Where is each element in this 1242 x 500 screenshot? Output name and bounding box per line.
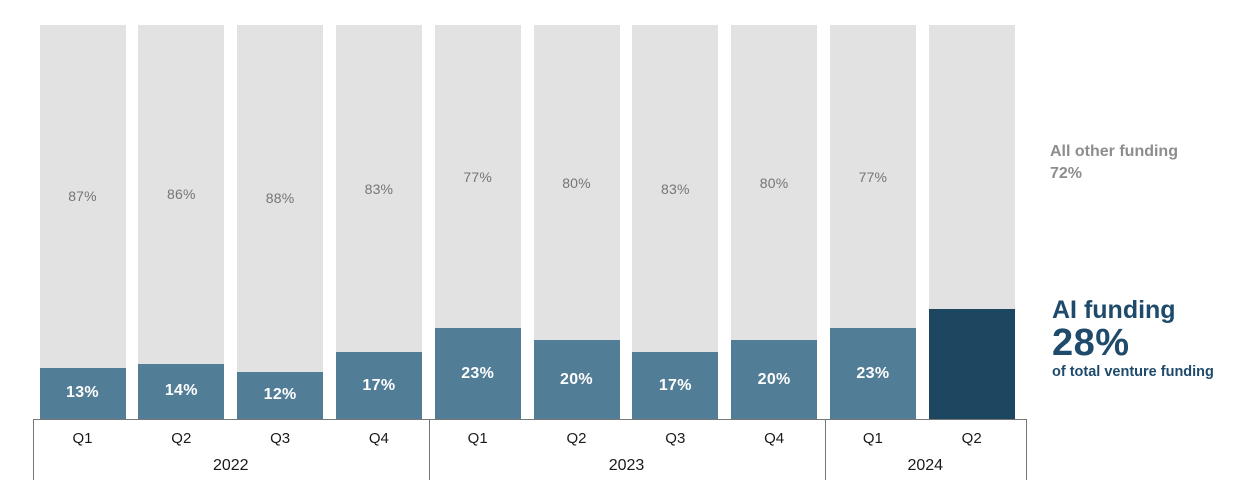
ai-value-label: 12% xyxy=(263,386,297,404)
year-label: 2022 xyxy=(212,457,249,474)
annotation-ai-funding: AI funding 28% of total venture funding xyxy=(1052,296,1214,381)
bar-column: 80% 20% xyxy=(533,25,620,419)
bar-column: 77% 23% xyxy=(434,25,521,419)
ai-funding-segment: 20% xyxy=(731,340,818,419)
year-label: 2024 xyxy=(907,457,944,474)
ai-funding-segment: 23% xyxy=(434,328,521,419)
ai-value-label: 14% xyxy=(164,382,198,400)
annotation-all-other-funding-title: All other funding xyxy=(1050,143,1178,160)
year-label: 2023 xyxy=(608,457,645,474)
quarter-label: Q3 xyxy=(665,430,686,447)
other-value-label: 77% xyxy=(858,168,888,185)
axis-baseline xyxy=(33,419,1026,420)
ai-funding-segment: 17% xyxy=(335,352,422,419)
quarter-label: Q2 xyxy=(171,430,192,447)
ai-value-label: 20% xyxy=(757,370,791,388)
bar-column: 80% 20% xyxy=(731,25,818,419)
axis-tick-line xyxy=(428,419,430,480)
quarter-label: Q1 xyxy=(72,430,93,447)
other-value-label: 80% xyxy=(759,174,789,191)
other-funding-segment xyxy=(928,25,1015,309)
ai-funding-segment: 12% xyxy=(237,371,324,419)
ai-value-label: 23% xyxy=(461,364,495,382)
other-funding-segment: 83% xyxy=(632,25,719,353)
quarter-label: Q4 xyxy=(764,430,785,447)
ai-funding-segment xyxy=(928,308,1015,419)
ai-funding-segment: 17% xyxy=(632,352,719,419)
other-value-label: 87% xyxy=(68,188,97,205)
bar-column: 86% 14% xyxy=(138,25,225,419)
other-funding-segment: 80% xyxy=(533,25,620,341)
other-value-label: 80% xyxy=(562,174,591,191)
ai-funding-segment: 23% xyxy=(829,328,916,419)
annotation-all-other-funding: All other funding 72% xyxy=(1050,141,1178,185)
other-funding-segment: 77% xyxy=(829,25,916,329)
annotation-ai-funding-value: 28% xyxy=(1052,322,1130,364)
other-value-label: 77% xyxy=(463,168,492,185)
quarter-label: Q1 xyxy=(862,430,883,447)
other-value-label: 86% xyxy=(166,186,196,203)
annotation-ai-funding-subtitle: of total venture funding xyxy=(1052,364,1214,380)
quarter-label: Q4 xyxy=(368,430,389,447)
ai-funding-segment: 14% xyxy=(138,363,225,419)
ai-value-label: 23% xyxy=(856,364,890,382)
ai-value-label: 13% xyxy=(66,384,99,402)
quarter-label: Q2 xyxy=(566,430,587,447)
other-value-label: 83% xyxy=(660,180,690,197)
bar-column: 83% 17% xyxy=(335,25,422,419)
quarter-label: Q1 xyxy=(467,430,488,447)
other-value-label: 88% xyxy=(265,190,295,207)
other-funding-segment: 87% xyxy=(39,25,126,368)
bar-column: 77% 23% xyxy=(829,25,916,419)
other-funding-segment: 77% xyxy=(434,25,521,329)
ai-value-label: 17% xyxy=(362,376,396,394)
other-funding-segment: 86% xyxy=(138,25,225,364)
ai-funding-segment: 13% xyxy=(39,367,126,419)
annotation-all-other-funding-value: 72% xyxy=(1050,165,1083,182)
bar-column: 88% 12% xyxy=(237,25,324,419)
annotation-ai-funding-title: AI funding xyxy=(1052,296,1176,324)
ai-funding-segment: 20% xyxy=(533,340,620,419)
axis-tick-line xyxy=(1026,419,1027,480)
ai-value-label: 17% xyxy=(658,376,692,394)
bar-column: 87% 13% xyxy=(39,25,126,419)
bar-column: 83% 17% xyxy=(632,25,719,419)
axis-tick-line xyxy=(33,419,34,480)
other-funding-segment: 83% xyxy=(335,25,422,353)
quarter-label: Q2 xyxy=(961,430,982,447)
other-value-label: 83% xyxy=(364,180,394,197)
quarter-label: Q3 xyxy=(270,430,291,447)
other-funding-segment: 80% xyxy=(731,25,818,341)
other-funding-segment: 88% xyxy=(237,25,324,372)
bar-column xyxy=(928,25,1015,419)
ai-value-label: 20% xyxy=(560,370,593,388)
axis-tick-line xyxy=(824,419,826,480)
